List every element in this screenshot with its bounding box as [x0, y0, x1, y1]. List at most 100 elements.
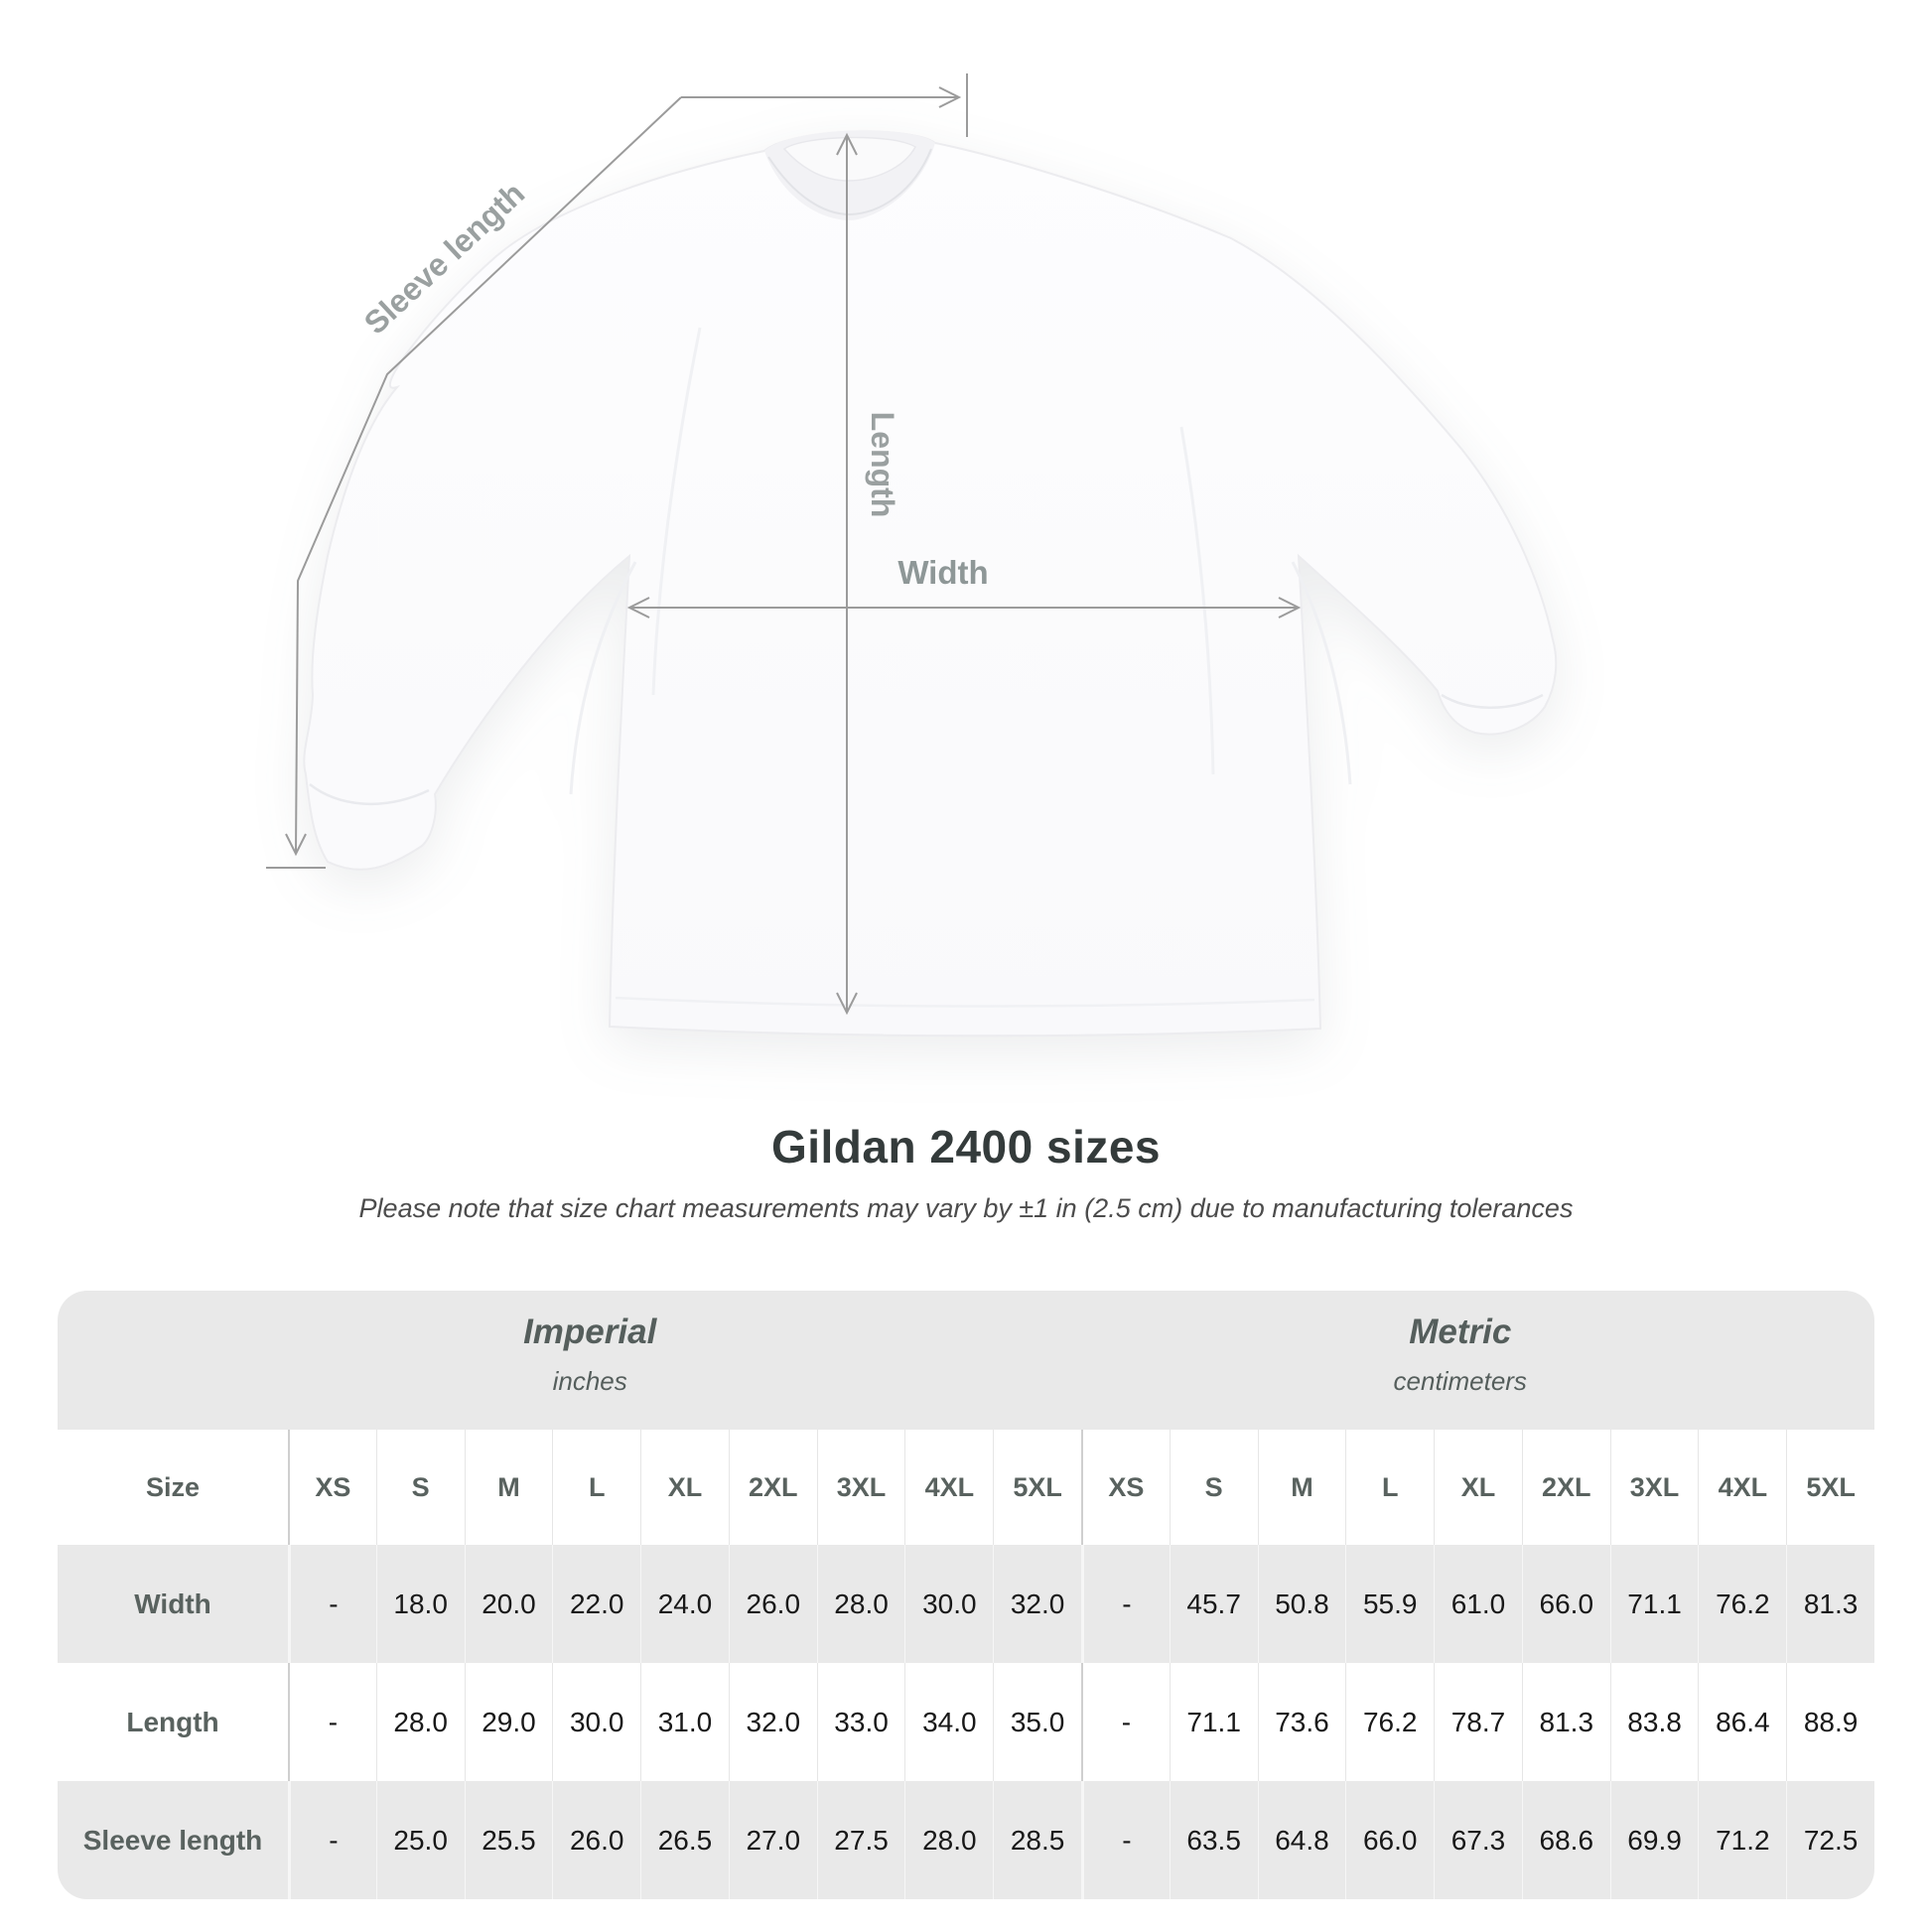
measurement-lines: [266, 73, 1302, 1016]
value-imperial: 33.0: [816, 1663, 905, 1781]
value-imperial: 24.0: [640, 1545, 729, 1663]
value-imperial: 32.0: [728, 1663, 817, 1781]
size-header-metric-l: L: [1345, 1430, 1435, 1545]
shirt-outline: [303, 130, 1558, 1037]
value-metric: 71.1: [1609, 1545, 1699, 1663]
size-col-header: Size: [58, 1430, 288, 1545]
arrowhead-right-icon: [938, 86, 962, 108]
arrowhead-up-icon: [836, 132, 858, 156]
value-metric: 76.2: [1698, 1545, 1787, 1663]
sleeve-length-arrow: [295, 96, 682, 853]
fold-line: [569, 561, 637, 795]
size-header-imperial-2xl: 2XL: [728, 1430, 817, 1545]
value-imperial: 28.0: [904, 1781, 994, 1899]
length-label: Length: [865, 412, 900, 518]
fold-line: [1179, 426, 1215, 775]
value-metric: -: [1081, 1663, 1170, 1781]
unit-header-band: Imperial inches Metric centimeters: [58, 1291, 1874, 1430]
value-metric: 81.3: [1521, 1663, 1610, 1781]
hem-seam: [615, 996, 1315, 1008]
right-cuff-seam: [1441, 693, 1544, 709]
value-metric: -: [1081, 1545, 1170, 1663]
size-header-imperial-4xl: 4XL: [904, 1430, 994, 1545]
size-table: Imperial inches Metric centimeters Size X…: [58, 1291, 1874, 1899]
value-metric: 76.2: [1345, 1663, 1435, 1781]
value-imperial: 25.5: [464, 1781, 553, 1899]
value-imperial: 26.0: [728, 1545, 817, 1663]
size-header-imperial-5xl: 5XL: [993, 1430, 1081, 1545]
value-imperial: 30.0: [904, 1545, 994, 1663]
value-metric: 88.9: [1786, 1663, 1874, 1781]
value-imperial: 28.0: [375, 1663, 465, 1781]
value-imperial: 28.5: [993, 1781, 1081, 1899]
left-cuff-seam: [309, 783, 430, 806]
value-imperial: 22.0: [552, 1545, 641, 1663]
value-imperial: -: [288, 1545, 376, 1663]
metric-unit: centimeters: [1393, 1366, 1527, 1396]
imperial-unit: inches: [552, 1366, 627, 1396]
size-header-metric-5xl: 5XL: [1786, 1430, 1874, 1545]
size-header-imperial-m: M: [464, 1430, 553, 1545]
value-metric: 71.2: [1698, 1781, 1787, 1899]
arrowhead-left-icon: [626, 597, 650, 619]
row-label-length: Length: [58, 1663, 288, 1781]
value-imperial: 26.0: [552, 1781, 641, 1899]
value-imperial: 27.0: [728, 1781, 817, 1899]
size-header-imperial-xl: XL: [640, 1430, 729, 1545]
size-header-metric-2xl: 2XL: [1521, 1430, 1610, 1545]
value-metric: 72.5: [1786, 1781, 1874, 1899]
imperial-title: Imperial: [523, 1312, 657, 1351]
size-header-imperial-xs: XS: [288, 1430, 376, 1545]
size-header-metric-s: S: [1169, 1430, 1258, 1545]
size-header-imperial-l: L: [552, 1430, 641, 1545]
value-imperial: 18.0: [375, 1545, 465, 1663]
value-imperial: 27.5: [816, 1781, 905, 1899]
value-metric: 61.0: [1434, 1545, 1522, 1663]
value-metric: 69.9: [1609, 1781, 1699, 1899]
value-imperial: 28.0: [816, 1545, 905, 1663]
arrowhead-down-icon: [836, 992, 858, 1016]
value-metric: 68.6: [1521, 1781, 1610, 1899]
fold-line: [651, 327, 702, 696]
value-metric: 64.8: [1257, 1781, 1346, 1899]
page-title: Gildan 2400 sizes: [770, 1121, 1162, 1173]
row-label-width: Width: [58, 1545, 288, 1663]
size-header-metric-m: M: [1257, 1430, 1346, 1545]
collar-back-panel: [782, 136, 916, 182]
value-imperial: 26.5: [640, 1781, 729, 1899]
value-metric: 45.7: [1169, 1545, 1258, 1663]
shirt-illustration: Sleeve length Length Width: [266, 73, 1558, 1037]
value-metric: 63.5: [1169, 1781, 1258, 1899]
value-metric: 71.1: [1169, 1663, 1258, 1781]
value-imperial: 35.0: [993, 1663, 1081, 1781]
value-imperial: 29.0: [464, 1663, 553, 1781]
size-header-metric-xs: XS: [1081, 1430, 1170, 1545]
value-imperial: -: [288, 1663, 376, 1781]
size-header-imperial-3xl: 3XL: [816, 1430, 905, 1545]
metric-title: Metric: [1409, 1312, 1512, 1351]
value-metric: 66.0: [1521, 1545, 1610, 1663]
value-metric: 50.8: [1257, 1545, 1346, 1663]
value-metric: 55.9: [1345, 1545, 1435, 1663]
size-header-metric-4xl: 4XL: [1698, 1430, 1787, 1545]
page-subtitle: Please note that size chart measurements…: [358, 1193, 1574, 1223]
value-imperial: 20.0: [464, 1545, 553, 1663]
collar-band: [767, 148, 932, 216]
value-metric: 83.8: [1609, 1663, 1699, 1781]
value-imperial: 32.0: [993, 1545, 1081, 1663]
value-imperial: -: [288, 1781, 376, 1899]
value-metric: 81.3: [1786, 1545, 1874, 1663]
arrowhead-down-icon: [285, 833, 307, 857]
imperial-header: Imperial inches: [523, 1312, 656, 1397]
value-imperial: 31.0: [640, 1663, 729, 1781]
value-metric: -: [1081, 1781, 1170, 1899]
value-metric: 67.3: [1434, 1781, 1522, 1899]
value-imperial: 30.0: [552, 1663, 641, 1781]
size-header-metric-xl: XL: [1434, 1430, 1522, 1545]
metric-header: Metric centimeters: [1394, 1312, 1527, 1397]
value-metric: 86.4: [1698, 1663, 1787, 1781]
width-label: Width: [897, 554, 988, 591]
value-metric: 73.6: [1257, 1663, 1346, 1781]
value-imperial: 25.0: [375, 1781, 465, 1899]
